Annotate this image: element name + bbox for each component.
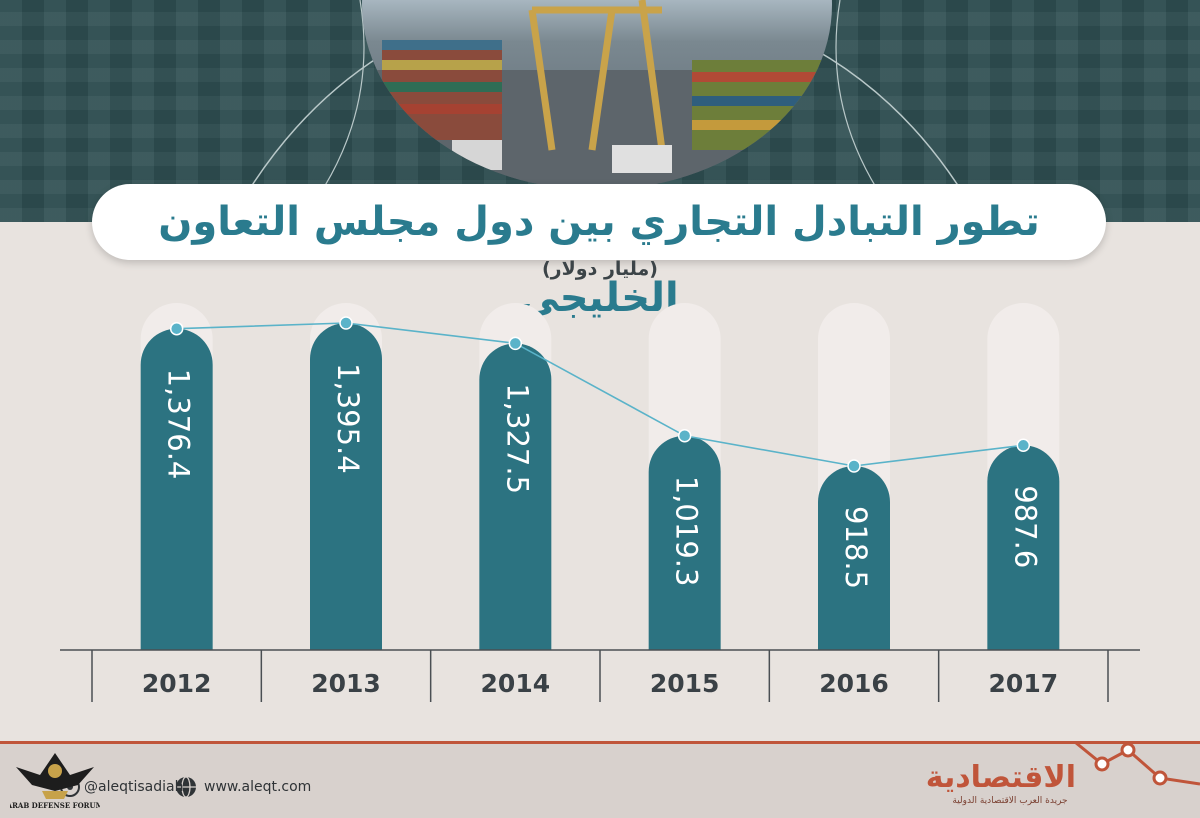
year-label-2015: 2015 [650,669,720,698]
bar-2013 [310,323,382,650]
value-label-2015: 1,019.3 [670,476,704,587]
brand-logo: الاقتصادية [925,760,1076,795]
footer: @aleqtisadiah www.aleqt.com الاقتصادية ج… [0,744,1200,818]
trend-polyline [176,322,1024,467]
bar-2012 [140,328,213,650]
value-label-2012: 1,376.4 [162,369,196,480]
year-label-2012: 2012 [142,669,212,698]
eagle-logo: ARAB DEFENSE FORUM [10,753,100,810]
trend-point-2016 [847,459,861,473]
trend-point-2015 [677,429,692,443]
x-axis [60,649,1140,702]
year-label-2013: 2013 [311,669,381,698]
bars [140,323,1060,650]
year-labels: 2012 2013 2014 2015 2016 2017 [142,669,1058,698]
website-link[interactable]: www.aleqt.com [204,779,312,795]
bar-2015 [648,435,721,650]
bar-tracks [140,302,1060,650]
trend-line-icon [1075,744,1200,786]
chart-unit: (مليار دولار) [542,258,658,280]
bar-2016 [818,466,890,650]
value-label-2017: 987.6 [1008,485,1042,568]
year-label-2016: 2016 [819,669,889,698]
value-label-2013: 1,395.4 [331,363,365,474]
globe-icon [176,776,196,798]
trend-point-2014 [508,336,523,351]
bar-2014 [479,343,552,650]
value-label-2014: 1,327.5 [500,383,534,494]
social-handle[interactable]: @aleqtisadiah [84,779,184,795]
year-label-2014: 2014 [481,669,551,698]
year-label-2017: 2017 [989,669,1059,698]
title-pill: تطور التبادل التجاري بين دول مجلس التعاو… [92,184,1106,321]
trend-point-2017 [1016,438,1031,453]
trend-point-2012 [169,321,184,336]
port-photo [362,0,832,190]
bar-2017 [987,445,1060,650]
port-scene-illustration [362,0,832,190]
value-labels: 1,376.4 1,395.4 1,327.5 1,019.3 918.5 987.6 [162,363,1043,589]
footer-accent-line [0,741,1200,744]
chart-title: تطور التبادل التجاري بين دول مجلس التعاو… [158,199,1040,321]
value-label-2016: 918.5 [839,506,873,589]
watermark-text: ARAB DEFENSE FORUM [10,801,100,810]
trend-point-2013 [339,316,353,330]
trend-line [169,316,1031,473]
brand-tagline: جريدة العرب الاقتصادية الدولية [952,796,1068,806]
